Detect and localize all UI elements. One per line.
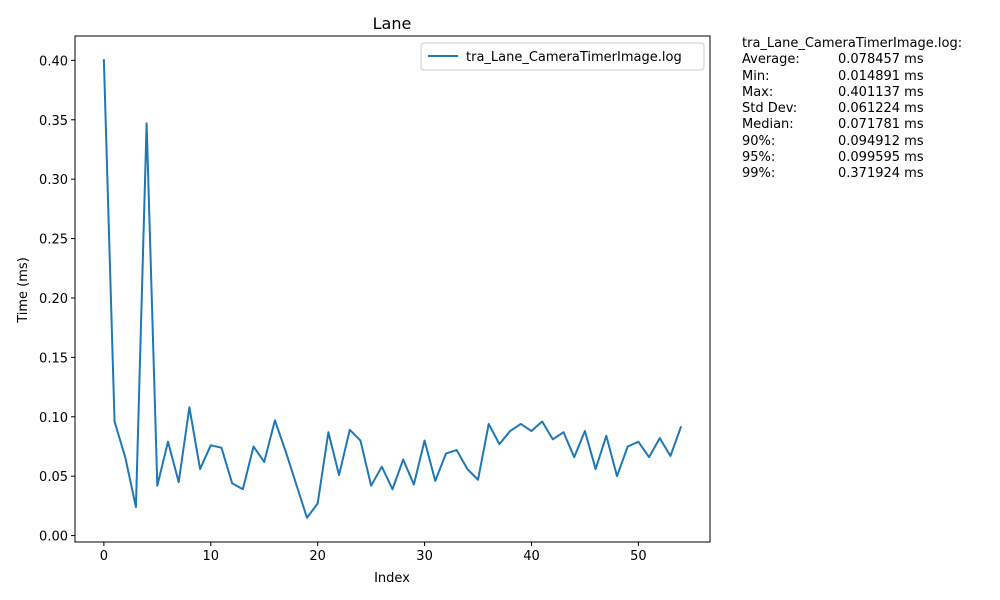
chart-title: Lane bbox=[373, 14, 412, 33]
y-tick-label: 0.00 bbox=[39, 530, 68, 545]
y-tick-label: 0.35 bbox=[39, 114, 68, 129]
stat-row: 99%: 0.371924 ms bbox=[742, 166, 962, 182]
stat-value: 0.371924 ms bbox=[838, 166, 924, 182]
stat-row: Min: 0.014891 ms bbox=[742, 69, 962, 85]
x-tick-label: 0 bbox=[100, 549, 108, 564]
stat-label: 99%: bbox=[742, 166, 776, 182]
stat-label: Max: bbox=[742, 84, 774, 100]
stat-value: 0.401137 ms bbox=[838, 84, 924, 100]
y-tick-label: 0.05 bbox=[39, 470, 68, 485]
series-line bbox=[102, 59, 683, 519]
stats-panel: tra_Lane_CameraTimerImage.log: Average: 0… bbox=[742, 36, 962, 183]
stat-value: 0.099595 ms bbox=[838, 150, 924, 166]
stat-row: Max: 0.401137 ms bbox=[742, 85, 962, 101]
y-tick-label: 0.30 bbox=[39, 173, 68, 188]
x-tick-label: 40 bbox=[523, 549, 540, 564]
stat-label: Std Dev: bbox=[742, 101, 798, 117]
y-tick-label: 0.15 bbox=[39, 351, 68, 366]
stat-value: 0.078457 ms bbox=[838, 52, 924, 68]
y-tick-label: 0.40 bbox=[39, 54, 68, 69]
plot-area: 0 10 20 30 40 50 0.00 0.05 0.10 0.15 0.20 0.25 0.30 0… bbox=[39, 35, 711, 564]
stat-value: 0.014891 ms bbox=[838, 68, 924, 84]
stat-row: Median: 0.071781 ms bbox=[742, 117, 962, 133]
stat-row: Std Dev: 0.061224 ms bbox=[742, 101, 962, 117]
stat-label: 90%: bbox=[742, 133, 776, 149]
stat-label: Average: bbox=[742, 52, 800, 68]
y-tick-label: 0.10 bbox=[39, 411, 68, 426]
stat-label: 95%: bbox=[742, 150, 776, 166]
stat-row: 95%: 0.099595 ms bbox=[742, 150, 962, 166]
x-tick-label: 20 bbox=[309, 549, 326, 564]
y-axis-title: Time (ms) bbox=[16, 257, 31, 324]
stat-value: 0.061224 ms bbox=[838, 101, 924, 117]
x-tick-label: 10 bbox=[202, 549, 219, 564]
legend-frame bbox=[420, 42, 705, 71]
stat-label: Min: bbox=[742, 68, 770, 84]
stat-row: Average: 0.078457 ms bbox=[742, 52, 962, 68]
legend: tra_Lane_CameraTimerImage.log bbox=[420, 42, 705, 71]
stat-value: 0.094912 ms bbox=[838, 133, 924, 149]
legend-label: tra_Lane_CameraTimerImage.log bbox=[466, 50, 682, 65]
x-tick-label: 50 bbox=[630, 549, 647, 564]
y-tick-label: 0.25 bbox=[39, 233, 68, 248]
x-axis-title: Index bbox=[374, 571, 410, 586]
x-tick-label: 30 bbox=[416, 549, 433, 564]
y-tick-label: 0.20 bbox=[39, 292, 68, 307]
plot-frame bbox=[74, 35, 711, 543]
stats-title: tra_Lane_CameraTimerImage.log: bbox=[742, 36, 963, 51]
stat-row: 90%: 0.094912 ms bbox=[742, 134, 962, 150]
stat-label: Median: bbox=[742, 117, 794, 133]
stat-value: 0.071781 ms bbox=[838, 117, 924, 133]
stats-rows: Average: 0.078457 ms Min: 0.014891 ms Max: 0.… bbox=[742, 52, 962, 182]
